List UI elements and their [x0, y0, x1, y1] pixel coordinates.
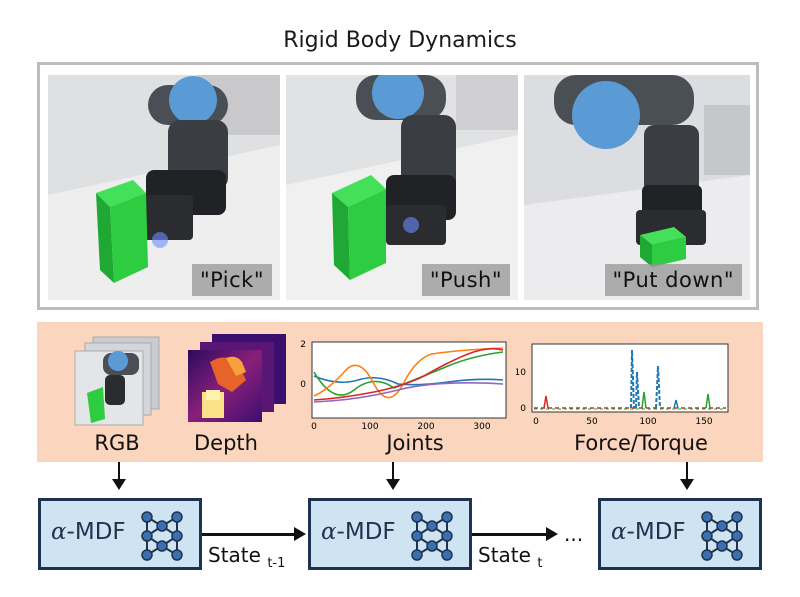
joints-ytick: 0 — [300, 380, 306, 390]
arrow-rgb-to-mdf — [112, 462, 126, 490]
mdf-block-1: α-MDF — [38, 498, 202, 570]
joints-series — [313, 382, 504, 403]
force-torque-plot: 10 0 0 50 100 150 — [516, 343, 729, 427]
force-xtick: 50 — [586, 417, 598, 427]
joints-xtick: 100 — [361, 422, 378, 432]
force-torque-label: Force/Torque — [574, 431, 708, 455]
joints-ytick: 2 — [300, 340, 306, 350]
arrow-state-t — [472, 527, 558, 541]
joints-xtick: 300 — [473, 422, 490, 432]
neural-network-icon — [701, 511, 743, 561]
depth-label: Depth — [194, 431, 258, 455]
state-t-minus-1-label: State t-1 — [208, 543, 286, 571]
force-ytick: 10 — [516, 368, 526, 378]
rgb-image-stack — [74, 336, 160, 426]
rgb-label: RGB — [94, 431, 140, 455]
neural-network-icon — [411, 511, 453, 561]
joints-xtick: 0 — [311, 422, 317, 432]
joints-series — [313, 347, 504, 401]
state-t-label: State t — [478, 543, 543, 571]
force-xtick: 0 — [533, 417, 539, 427]
mdf-label: α-MDF — [611, 519, 686, 545]
caption-push: "Push" — [421, 264, 510, 296]
mdf-label: α-MDF — [51, 519, 126, 545]
force-ytick: 0 — [520, 404, 526, 414]
photo-put-down: "Put down" — [524, 75, 750, 300]
push-scene-image — [286, 75, 518, 300]
pick-scene-image — [48, 75, 280, 300]
mdf-block-2: α-MDF — [308, 498, 472, 570]
force-xtick: 150 — [695, 417, 712, 427]
put-down-scene-image — [524, 75, 750, 300]
continuation-ellipsis: ... — [564, 522, 584, 546]
joints-label: Joints — [386, 431, 444, 455]
joints-series — [313, 375, 504, 386]
photo-strip: "Pick" "Push" — [37, 62, 759, 310]
arrow-state-t-minus-1 — [202, 527, 306, 541]
caption-put-down: "Put down" — [604, 264, 742, 296]
joints-series — [313, 347, 504, 399]
force-xtick: 100 — [639, 417, 656, 427]
figure-title: Rigid Body Dynamics — [283, 28, 517, 53]
joints-plot: 2 0 0 100 200 300 — [300, 340, 507, 432]
arrow-force-to-mdf — [680, 462, 694, 490]
mdf-block-3: α-MDF — [598, 498, 762, 570]
photo-pick: "Pick" — [48, 75, 280, 300]
photo-push: "Push" — [286, 75, 518, 300]
force-plot-area — [531, 343, 729, 413]
mdf-label: α-MDF — [321, 519, 396, 545]
depth-image-stack — [188, 334, 286, 422]
caption-pick: "Pick" — [191, 264, 272, 296]
joints-xtick: 200 — [417, 422, 434, 432]
neural-network-icon — [141, 511, 183, 561]
arrow-joints-to-mdf — [386, 462, 400, 490]
